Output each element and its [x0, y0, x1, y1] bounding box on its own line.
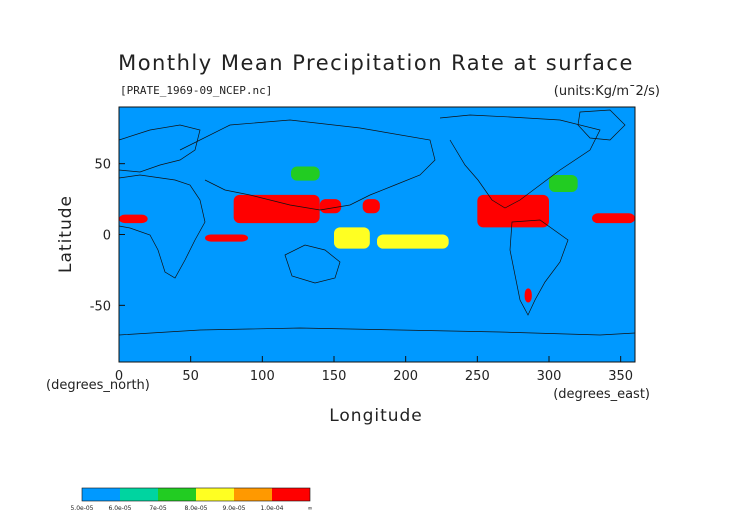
x-tick-label-100: 100	[250, 369, 275, 384]
colorbar-swatch-3	[196, 488, 234, 501]
coast-greenland	[577, 109, 626, 141]
precip-region-4	[592, 213, 635, 224]
precip-regions	[119, 166, 635, 303]
y-unit-label: (degrees_north)	[46, 378, 150, 393]
coast-africa	[118, 174, 206, 279]
y-tick-label-0: 0	[103, 229, 111, 244]
precip-region-0	[233, 194, 320, 224]
precip-region-9	[377, 234, 449, 249]
y-tick-labels: 50 0 -50	[90, 158, 111, 315]
y-tick-label-50: 50	[94, 158, 111, 173]
precip-region-7	[524, 288, 532, 303]
colorbar-label-0: 5.0e-05	[70, 505, 93, 512]
x-tick-labels: 0 50 100 150 200 250 300 350	[115, 369, 633, 384]
x-axis-label: Longitude	[329, 406, 423, 426]
y-axis-label: Latitude	[56, 195, 76, 273]
tick-marks	[118, 163, 622, 362]
colorbar-label-6: ∞	[308, 505, 313, 512]
colorbar-swatch-1	[120, 488, 158, 501]
units-label: (units:Kg/m¯2/s)	[554, 84, 660, 99]
colorbar-label-2: 7e-05	[149, 505, 166, 512]
coast-south-america	[509, 219, 569, 316]
precip-region-5	[119, 214, 148, 224]
coast-north-america	[439, 114, 601, 209]
coast-asia	[179, 119, 436, 211]
precip-region-8	[334, 227, 370, 249]
coast-australia	[284, 244, 341, 284]
coastlines	[118, 109, 636, 336]
chart-subtitle: [PRATE_1969-09_NCEP.nc]	[120, 84, 272, 97]
precip-region-2	[362, 199, 380, 214]
colorbar	[81, 487, 311, 502]
precip-region-10	[291, 166, 320, 181]
precip-region-6	[205, 234, 248, 242]
colorbar-frame	[81, 487, 311, 502]
precip-region-1	[319, 199, 342, 214]
colorbar-swatch-4	[234, 488, 272, 501]
chart-title: Monthly Mean Precipitation Rate at surfa…	[118, 51, 634, 75]
colorbar-labels: 5.0e-05 6.0e-05 7e-05 8.0e-05 9.0e-05 1.0e-04…	[70, 505, 312, 512]
colorbar-label-5: 1.0e-04	[260, 505, 283, 512]
y-tick-label--50: -50	[90, 299, 111, 314]
colorbar-label-1: 6.0e-05	[108, 505, 131, 512]
x-tick-label-150: 150	[322, 369, 347, 384]
map-background	[119, 107, 635, 362]
x-tick-label-250: 250	[465, 369, 490, 384]
x-tick-label-350: 350	[608, 369, 633, 384]
x-tick-label-0: 0	[115, 369, 123, 384]
map-area	[118, 106, 636, 363]
coast-antarctica	[118, 327, 636, 336]
colorbar-label-4: 9.0e-05	[222, 505, 245, 512]
x-tick-label-50: 50	[182, 369, 199, 384]
x-unit-label: (degrees_east)	[553, 387, 650, 402]
colorbar-swatch-2	[158, 488, 196, 501]
precip-region-3	[477, 194, 549, 228]
x-tick-label-200: 200	[393, 369, 418, 384]
colorbar-swatch-5	[272, 488, 310, 501]
colorbar-swatch-0	[82, 488, 120, 501]
x-tick-label-300: 300	[537, 369, 562, 384]
coast-europe	[118, 124, 201, 173]
colorbar-label-3: 8.0e-05	[184, 505, 207, 512]
precip-region-11	[549, 175, 578, 192]
